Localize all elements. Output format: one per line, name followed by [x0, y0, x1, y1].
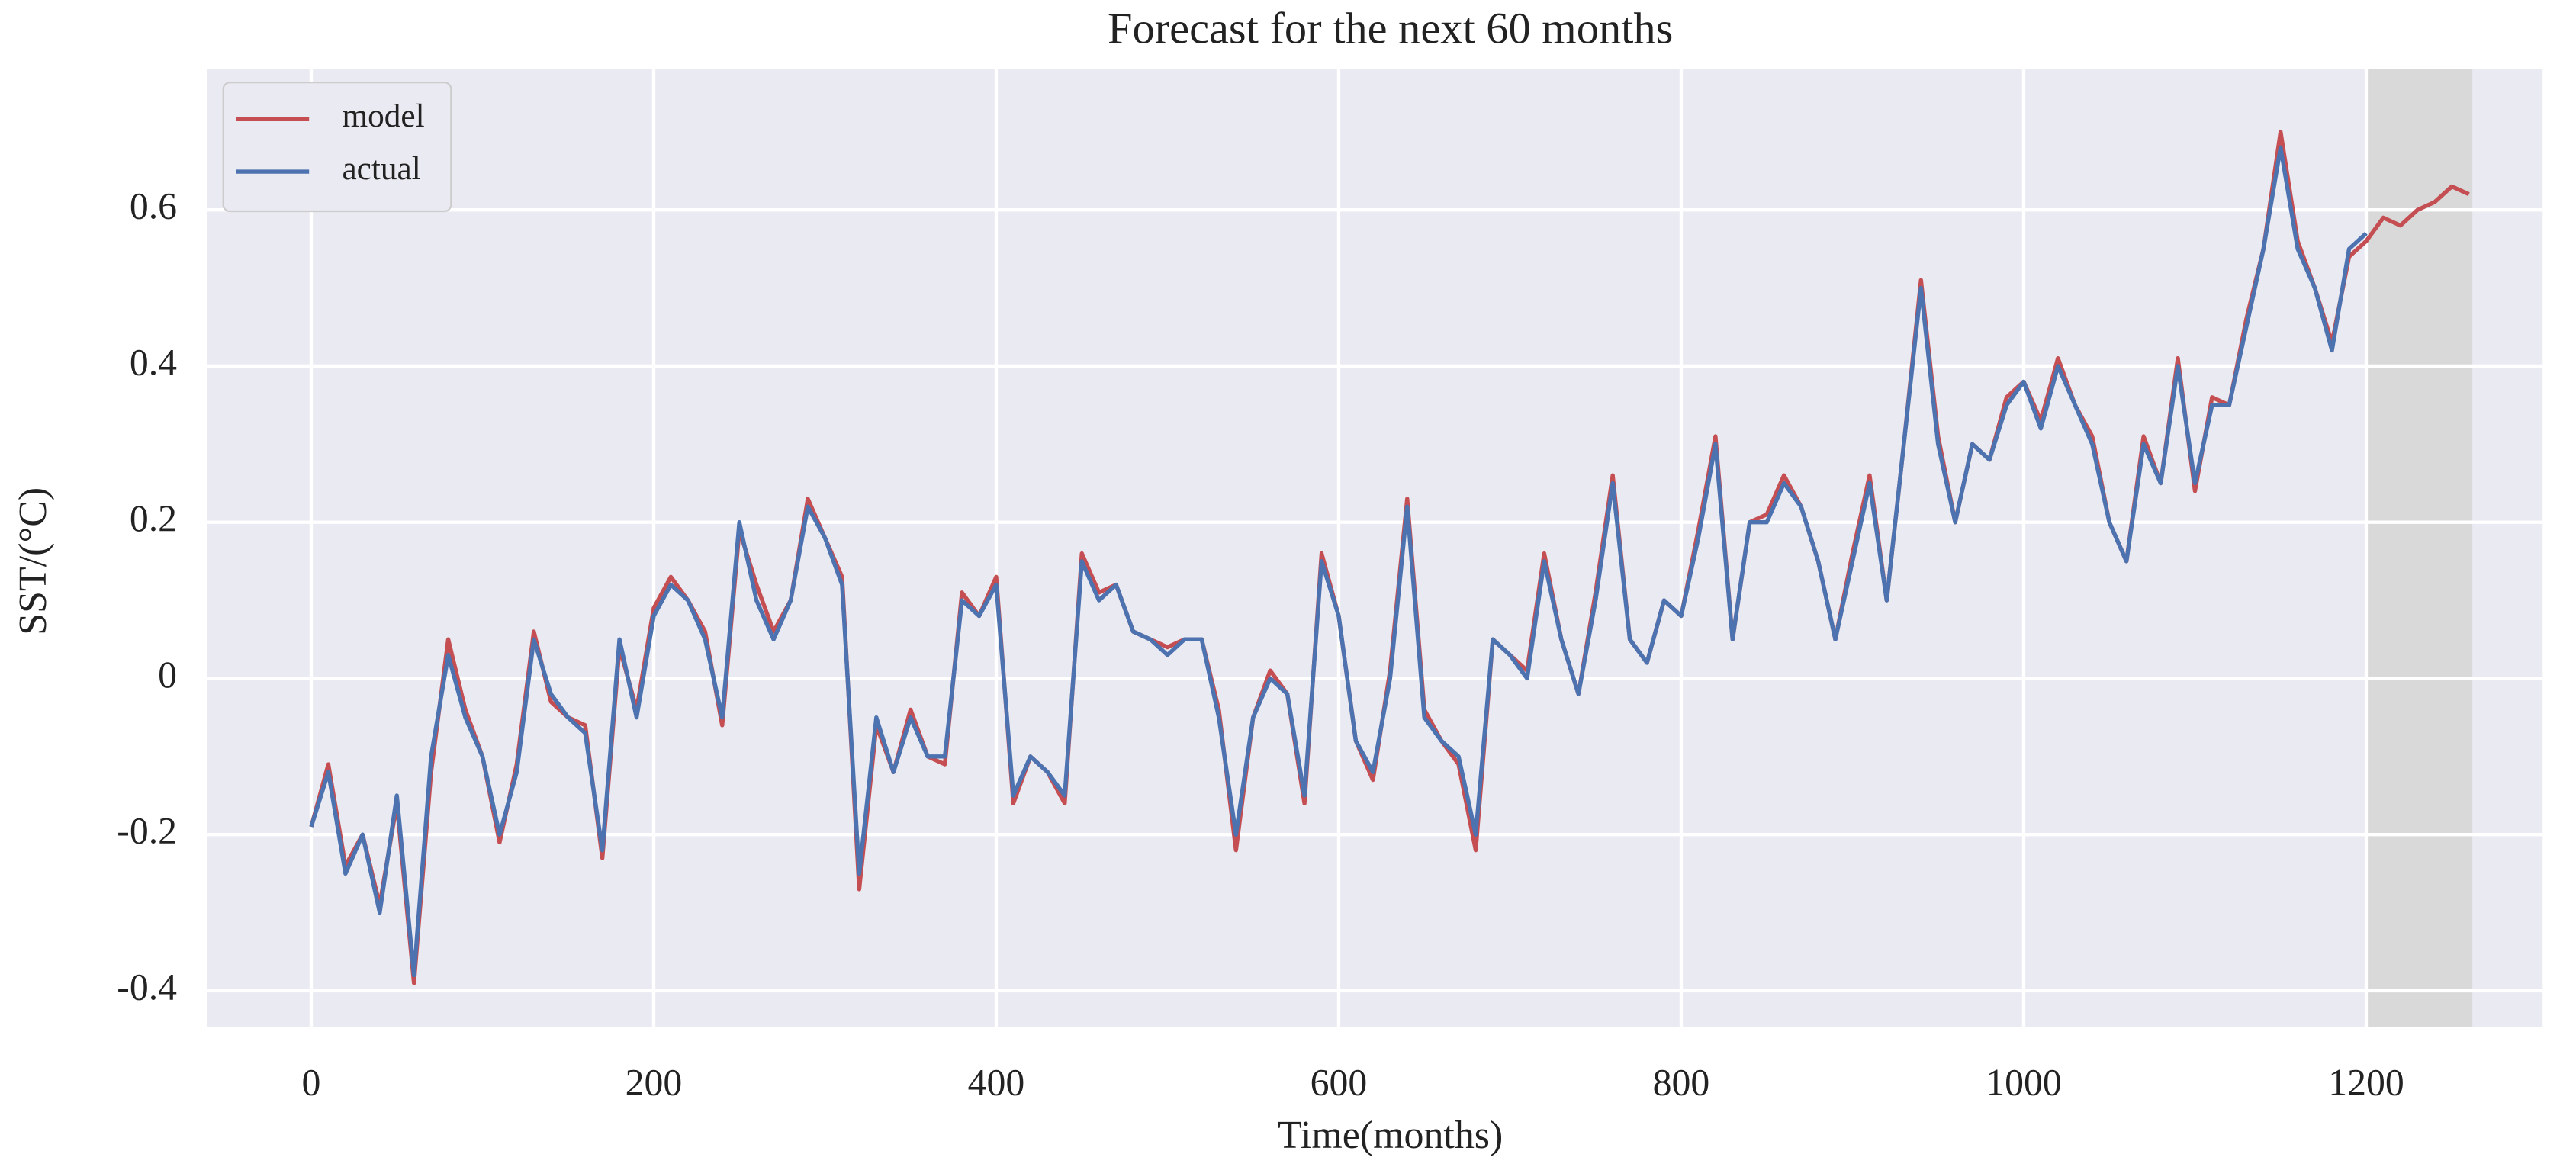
- marks: [309, 130, 2470, 985]
- y-tick-label: -0.4: [117, 966, 177, 1008]
- grid: [207, 69, 2543, 1027]
- legend-label: model: [342, 98, 424, 134]
- x-tick-label: 400: [968, 1061, 1025, 1103]
- legend-label: actual: [342, 150, 420, 187]
- x-tick-label: 1000: [1986, 1061, 2062, 1103]
- x-tick-label: 200: [626, 1061, 683, 1103]
- y-tick-label: 0.4: [130, 341, 177, 383]
- plot-background: [207, 69, 2543, 1027]
- y-tick-label: 0.2: [130, 497, 177, 539]
- x-tick-label: 600: [1311, 1061, 1368, 1103]
- x-tick-label: 0: [302, 1061, 321, 1103]
- chart-title: Forecast for the next 60 months: [1108, 4, 1673, 53]
- y-tick-label: 0: [158, 654, 177, 696]
- series-line: [309, 145, 2368, 978]
- y-axis-label: SST/(°C): [11, 487, 55, 635]
- x-tick-label: 800: [1653, 1061, 1710, 1103]
- y-tick-label: -0.2: [117, 810, 177, 852]
- legend-box: [222, 82, 452, 213]
- y-tick-label: 0.6: [130, 185, 177, 227]
- x-tick-label: 1200: [2328, 1061, 2404, 1103]
- forecast-shade: [2365, 69, 2473, 1027]
- x-axis-label: Time(months): [1278, 1114, 1503, 1157]
